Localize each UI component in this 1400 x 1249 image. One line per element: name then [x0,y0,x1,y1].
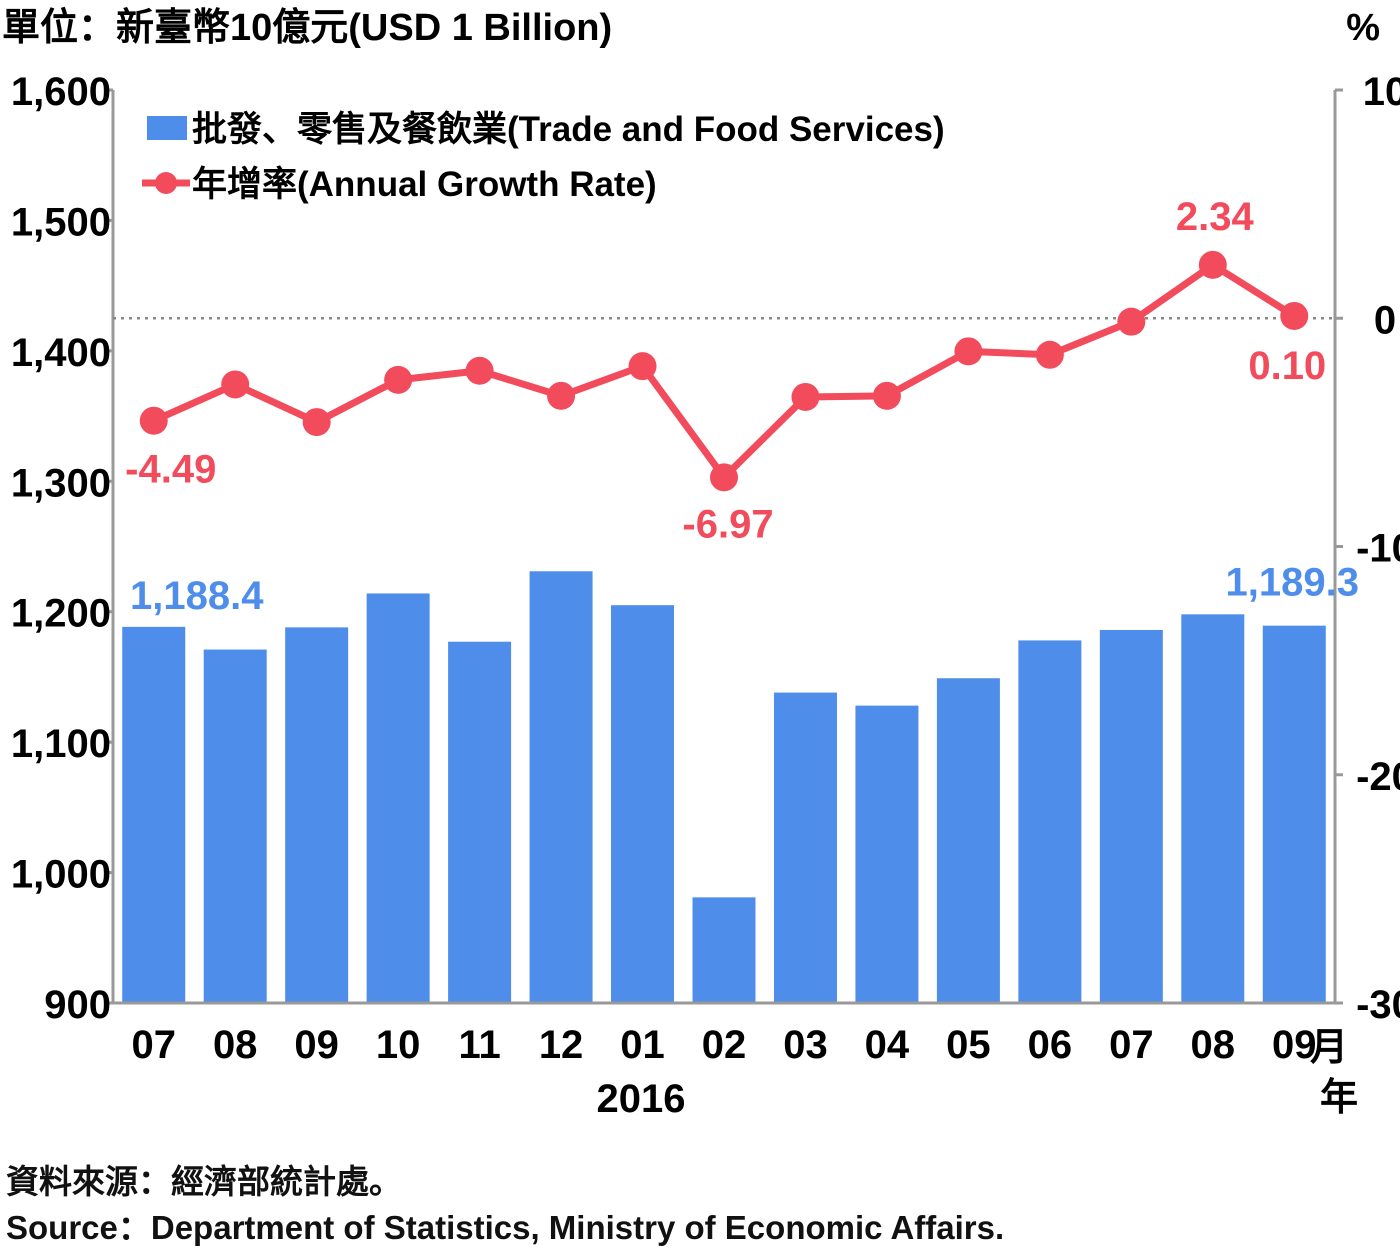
growth-rate-point-4 [465,356,494,385]
bar-0 [122,626,186,1003]
growth-rate-point-10 [954,337,983,366]
source-en: Source：Department of Statistics, Ministr… [6,1209,1005,1246]
x-tick-label: 08 [1191,1023,1236,1067]
legend: 批發、零售及餐飲業(Trade and Food Services) 年增率(A… [142,110,945,204]
x-tick-label: 12 [539,1023,584,1067]
legend-bar-label: 批發、零售及餐飲業(Trade and Food Services) [192,110,945,149]
right-tick-label: 10 [1363,70,1400,114]
right-tick-label: 0 [1374,298,1396,342]
bar-7 [692,897,756,1003]
x-tick-label: 07 [1109,1023,1154,1067]
growth-rate-point-7 [710,463,738,492]
bar-13 [1181,614,1245,1003]
growth-rate-value-label: 2.34 [1176,195,1255,239]
right-tick-label: -30 [1356,983,1400,1027]
bar-2 [285,627,349,1003]
x-tick-label: 10 [376,1023,421,1067]
year-label: 2016 [597,1077,686,1121]
bar-11 [1018,640,1082,1003]
x-tick-label: 08 [213,1023,258,1067]
trade-food-services-chart: 單位：新臺幣10億元(USD 1 Billion) % 900 1,000 1,10… [2,7,1400,1121]
bar-6 [611,605,675,1003]
left-unit-label: 單位：新臺幣10億元(USD 1 Billion) [2,7,612,49]
bar-3 [366,593,430,1003]
growth-rate-point-1 [221,370,250,399]
bar-5 [529,571,593,1003]
growth-rate-value-label: -4.49 [125,448,216,492]
bar-1 [203,649,267,1003]
x-tick-label: 02 [702,1023,747,1067]
growth-rate-point-8 [791,382,820,411]
growth-rate-series [139,250,1309,492]
bar-8 [773,692,837,1003]
x-tick-label: 07 [131,1023,176,1067]
month-suffix: 月 [1310,1027,1348,1069]
left-tick-label: 1,500 [11,200,111,244]
growth-rate-point-11 [1035,340,1064,369]
x-tick-label: 03 [783,1023,828,1067]
year-suffix: 年 [1320,1077,1358,1119]
growth-rate-point-12 [1117,307,1146,336]
x-tick-label: 09 [294,1023,339,1067]
x-tick-label: 01 [620,1023,665,1067]
x-tick-label: 09 [1272,1023,1317,1067]
bar-9 [855,705,919,1003]
x-tick-label: 05 [946,1023,991,1067]
left-tick-label: 1,400 [11,331,111,375]
bar-12 [1099,629,1163,1003]
right-tick-label: -10 [1356,527,1400,571]
x-tick-label: 06 [1028,1023,1073,1067]
legend-bar-swatch [147,116,187,140]
growth-rate-point-0 [139,406,168,435]
legend-line-label: 年增率(Annual Growth Rate) [192,165,657,204]
bar-value-label: 1,188.4 [130,574,264,618]
growth-rate-point-2 [302,408,331,437]
x-tick-label: 11 [458,1023,500,1067]
right-tick-label: -20 [1356,755,1400,799]
bar-4 [448,641,512,1003]
left-tick-label: 1,100 [11,722,111,766]
growth-rate-value-label: 0.10 [1248,344,1326,388]
growth-rate-point-5 [547,381,576,410]
data-labels: 1,188.4 1,189.3 -4.49 -6.97 2.34 0.10 [125,195,1359,618]
axes: 900 1,000 1,100 1,200 1,300 1,400 1,500 1,600 -3… [11,70,1400,1067]
growth-rate-line [152,261,1297,481]
growth-rate-point-3 [384,365,413,394]
x-tick-label: 04 [865,1023,910,1067]
bar-series [122,571,1326,1003]
left-tick-label: 1,600 [11,70,111,114]
source-zh: 資料來源：經濟部統計處。 [6,1163,402,1200]
growth-rate-value-label: -6.97 [682,502,773,546]
left-tick-label: 1,300 [11,461,111,505]
right-unit-label: % [1346,7,1380,49]
bar-14 [1262,625,1326,1003]
bar-10 [936,678,1000,1003]
left-tick-label: 1,000 [11,853,111,897]
growth-rate-point-9 [872,381,901,410]
left-tick-label: 900 [44,983,111,1027]
growth-rate-point-6 [628,352,657,381]
growth-rate-point-14 [1280,301,1309,330]
growth-rate-point-13 [1198,250,1227,279]
legend-line-marker [155,172,177,194]
left-tick-label: 1,200 [11,592,111,636]
bar-value-label: 1,189.3 [1226,561,1359,605]
